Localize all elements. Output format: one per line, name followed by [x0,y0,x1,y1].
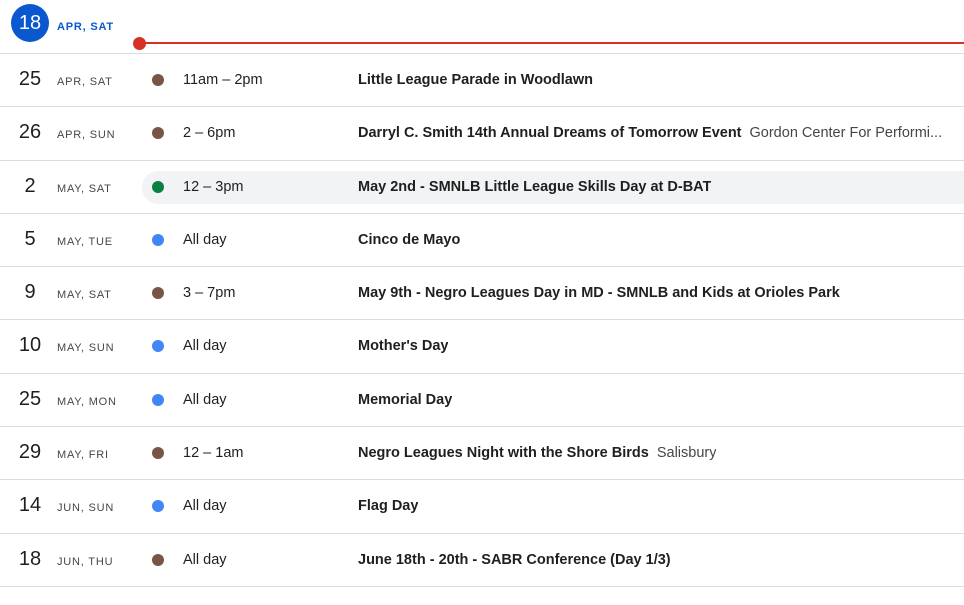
event-time[interactable]: 2 – 6pm [183,125,236,142]
today-date-button[interactable]: 18 [11,4,49,42]
schedule-row: 2 MAY, SAT 12 – 3pm May 2nd - SMNLB Litt… [0,161,964,214]
schedule-row: 25 MAY, MON All day Memorial Day [0,374,964,428]
event-title[interactable]: Mother's Day [358,338,449,355]
day-label: MAY, SAT [57,182,112,195]
event-time[interactable]: All day [183,551,227,568]
day-label: MAY, SUN [57,342,115,355]
event-title[interactable]: Flag Day [358,498,419,515]
schedule-row: 14 JUN, SUN All day Flag Day [0,480,964,534]
event-item[interactable]: Darryl C. Smith 14th Annual Dreams of To… [358,125,942,141]
event-title[interactable]: Darryl C. Smith 14th Annual Dreams of To… [358,125,742,142]
schedule-row: 29 MAY, FRI 12 – 1am Negro Leagues Night… [0,427,964,481]
day-label: APR, SAT [57,76,113,88]
event-title[interactable]: May 9th - Negro Leagues Day in MD - SMNL… [358,285,840,302]
today-date-label: APR, SAT [57,21,114,33]
event-time[interactable]: 3 – 7pm [183,285,236,302]
event-time[interactable]: All day [183,338,227,355]
schedule-row: 25 APR, SAT 11am – 2pm Little League Par… [0,54,964,108]
day-label: MAY, FRI [57,449,109,462]
day-label: MAY, MON [57,395,117,408]
calendar-color-dot-icon [152,447,164,460]
day-label: JUN, THU [57,555,114,568]
event-item[interactable]: May 9th - Negro Leagues Day in MD - SMNL… [358,285,840,301]
calendar-color-dot-icon [152,127,164,140]
day-label: JUN, SUN [57,502,115,515]
calendar-color-dot-icon [152,393,164,406]
schedule-row: 18 JUN, THU All day June 18th - 20th - S… [0,534,964,587]
current-time-dot [133,37,146,50]
day-number[interactable]: 26 [18,121,42,144]
calendar-color-dot-icon [152,74,164,86]
event-location: Salisbury [656,445,717,462]
day-number[interactable]: 9 [24,281,36,304]
day-label: APR, SUN [57,129,116,142]
schedule-row: 5 MAY, TUE All day Cinco de Mayo [0,214,964,268]
day-number[interactable]: 29 [18,441,42,464]
day-number[interactable]: 18 [18,547,42,570]
event-title[interactable]: Cinco de Mayo [358,231,461,248]
event-item[interactable]: Negro Leagues Night with the Shore Birds… [358,445,716,461]
event-item[interactable]: Cinco de Mayo [358,232,460,248]
calendar-color-dot-icon [152,340,164,353]
current-time-line [140,42,964,44]
event-item[interactable]: May 2nd - SMNLB Little League Skills Day… [358,179,711,195]
day-label: MAY, TUE [57,235,113,248]
schedule-row: 26 APR, SUN 2 – 6pm Darryl C. Smith 14th… [0,107,964,161]
day-number[interactable]: 10 [18,334,42,357]
event-item[interactable]: Mother's Day [358,338,448,354]
event-time[interactable]: 11am – 2pm [183,72,263,88]
event-item[interactable]: Flag Day [358,498,418,514]
event-time[interactable]: 12 – 3pm [183,178,244,195]
schedule-row: 10 MAY, SUN All day Mother's Day [0,320,964,374]
today-row: 18 APR, SAT [0,0,964,54]
calendar-color-dot-icon [152,553,164,566]
event-item[interactable]: June 18th - 20th - SABR Conference (Day … [358,552,671,568]
day-number[interactable]: 25 [18,387,42,410]
calendar-color-dot-icon [152,287,164,300]
event-item[interactable]: Little League Parade in Woodlawn [358,72,593,88]
event-time[interactable]: 12 – 1am [183,445,244,462]
event-time[interactable]: All day [183,391,227,408]
event-title[interactable]: Little League Parade in Woodlawn [358,72,593,88]
schedule-row: 9 MAY, SAT 3 – 7pm May 9th - Negro Leagu… [0,267,964,321]
event-title[interactable]: Negro Leagues Night with the Shore Birds [358,445,649,462]
calendar-color-dot-icon [152,180,164,193]
event-item[interactable]: Memorial Day [358,392,452,408]
schedule-list: 25 APR, SAT 11am – 2pm Little League Par… [0,54,964,587]
calendar-color-dot-icon [152,233,164,246]
day-label: MAY, SAT [57,289,112,302]
day-number[interactable]: 14 [18,494,42,517]
event-location: Gordon Center For Performi... [749,125,943,142]
event-title[interactable]: June 18th - 20th - SABR Conference (Day … [358,551,671,568]
day-number[interactable]: 5 [24,227,36,250]
event-title[interactable]: Memorial Day [358,391,453,408]
event-title[interactable]: May 2nd - SMNLB Little League Skills Day… [358,178,712,195]
event-time[interactable]: All day [183,231,227,248]
day-number[interactable]: 2 [24,174,36,197]
event-time[interactable]: All day [183,498,227,515]
day-number[interactable]: 25 [18,68,42,90]
hover-highlight [142,170,964,204]
calendar-color-dot-icon [152,500,164,513]
